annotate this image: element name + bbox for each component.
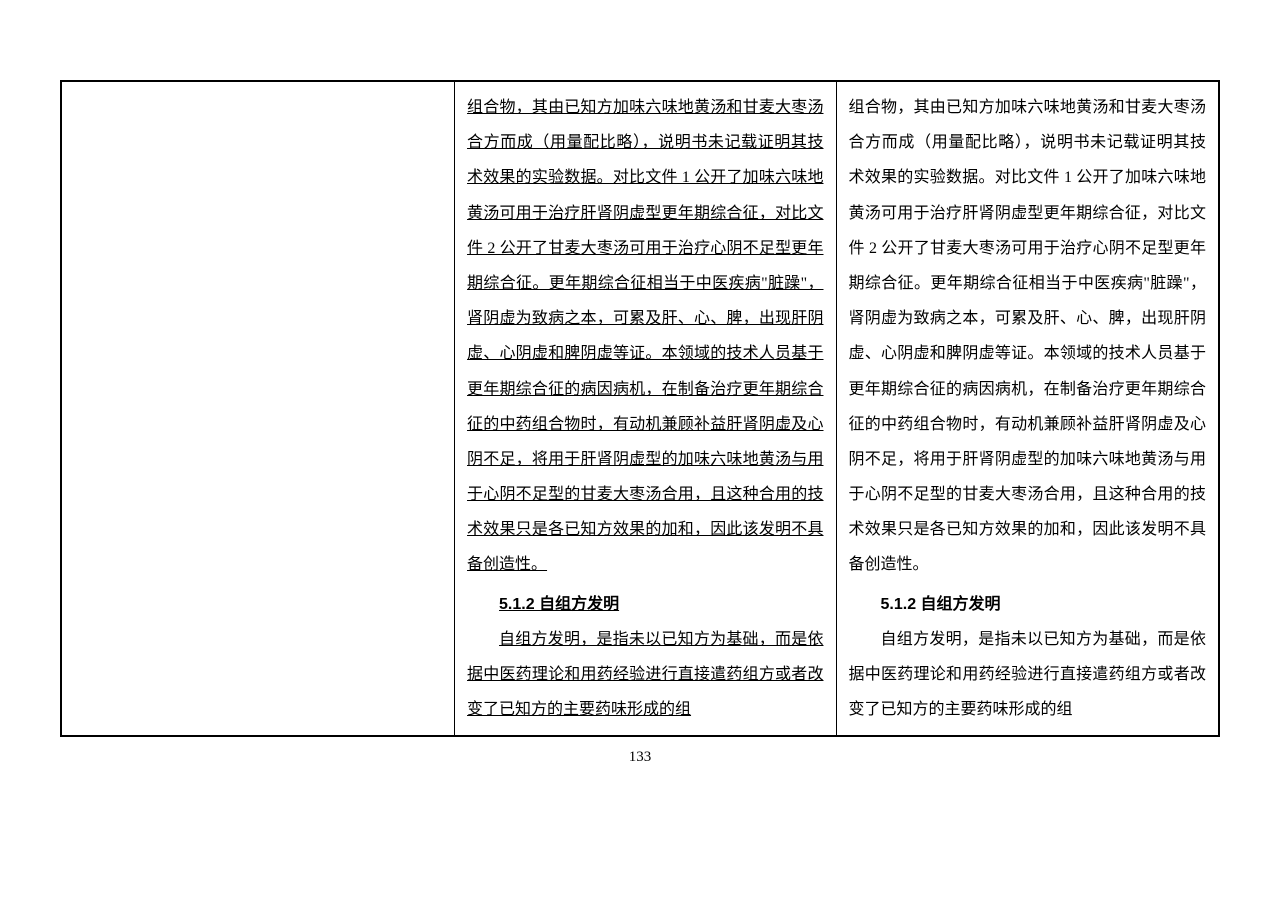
comparison-table: 组合物，其由已知方加味六味地黄汤和甘麦大枣汤合方而成（用量配比略），说明书未记载… [60,80,1220,737]
column-3: 组合物，其由已知方加味六味地黄汤和甘麦大枣汤合方而成（用量配比略），说明书未记载… [837,82,1218,735]
col2-paragraph-1: 组合物，其由已知方加味六味地黄汤和甘麦大枣汤合方而成（用量配比略），说明书未记载… [467,90,823,583]
col3-paragraph-2: 自组方发明，是指未以已知方为基础，而是依据中医药理论和用药经验进行直接遣药组方或… [849,622,1206,728]
page-number: 133 [60,749,1220,766]
column-1 [62,82,455,735]
col2-paragraph-2: 自组方发明，是指未以已知方为基础，而是依据中医药理论和用药经验进行直接遣药组方或… [467,622,823,728]
col3-paragraph-1: 组合物，其由已知方加味六味地黄汤和甘麦大枣汤合方而成（用量配比略），说明书未记载… [849,90,1206,583]
col3-section-title: 5.1.2 自组方发明 [849,587,1206,622]
column-2: 组合物，其由已知方加味六味地黄汤和甘麦大枣汤合方而成（用量配比略），说明书未记载… [455,82,836,735]
col2-section-title: 5.1.2 自组方发明 [467,587,823,622]
